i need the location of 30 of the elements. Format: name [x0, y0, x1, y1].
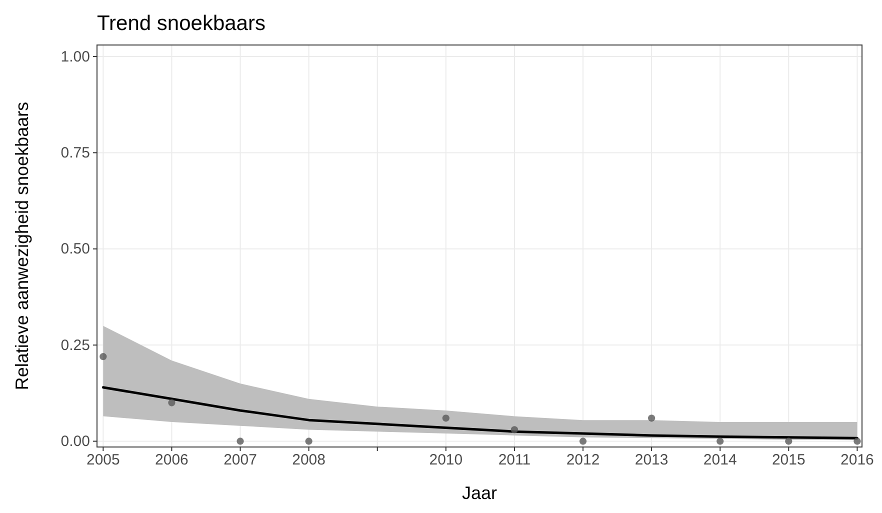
- y-tick-label: 0.75: [60, 144, 90, 162]
- point: [510, 426, 518, 434]
- point: [442, 414, 450, 422]
- point: [716, 438, 724, 445]
- point: [579, 438, 587, 445]
- y-tick-label: 0.00: [60, 433, 90, 450]
- x-tick-label: 2008: [292, 452, 326, 469]
- point: [236, 438, 244, 445]
- point: [305, 438, 312, 445]
- y-tick-label: 0.25: [60, 336, 90, 354]
- point: [785, 438, 792, 445]
- point: [648, 414, 656, 422]
- y-tick-label: 0.50: [60, 240, 90, 258]
- x-tick-label: 2007: [224, 452, 257, 469]
- x-tick-label: 2005: [86, 452, 120, 469]
- point: [168, 399, 176, 406]
- x-tick-label: 2016: [840, 452, 874, 469]
- x-tick-label: 2013: [634, 452, 668, 469]
- x-tick-label: 2010: [429, 452, 463, 469]
- point: [100, 353, 107, 360]
- y-axis-title: Relatieve aanwezigheid snoekbaars: [12, 102, 32, 390]
- point: [854, 438, 861, 445]
- y-tick-label: 1.00: [60, 48, 90, 66]
- chart-title: Trend snoekbaars: [97, 12, 266, 35]
- x-tick-label: 2011: [498, 452, 531, 469]
- x-axis-title: Jaar: [462, 483, 498, 503]
- x-tick-label: 2006: [155, 452, 188, 469]
- x-tick-label: 2014: [703, 452, 737, 469]
- x-tick-label: 2012: [566, 452, 600, 469]
- x-tick-label: 2015: [772, 452, 806, 469]
